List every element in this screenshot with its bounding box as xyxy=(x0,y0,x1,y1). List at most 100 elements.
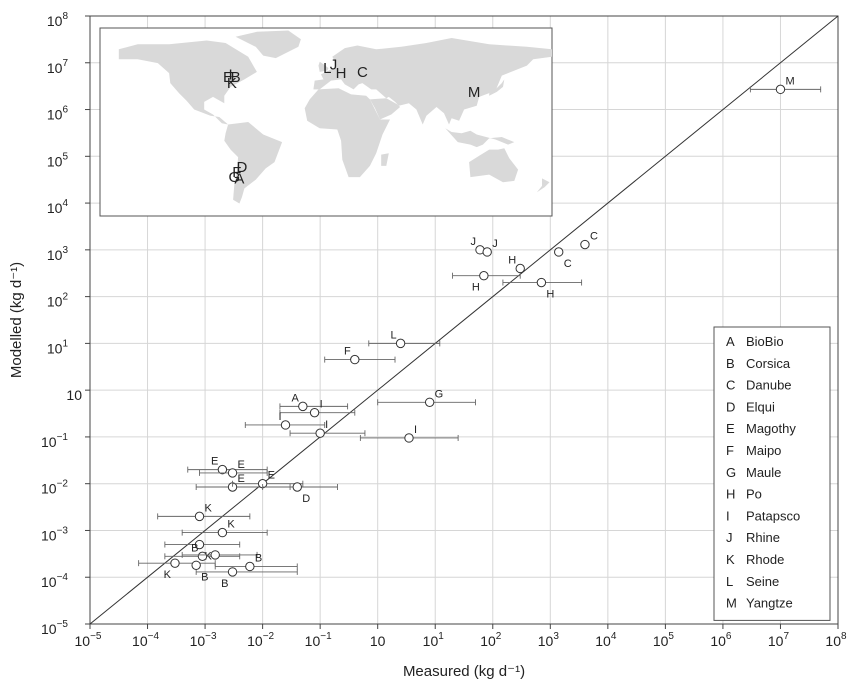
data-point-C xyxy=(580,239,590,250)
point-label: I xyxy=(278,411,281,423)
legend-code: B xyxy=(726,356,735,371)
data-point-I xyxy=(280,420,291,430)
x-tick-label: 104 xyxy=(595,631,617,649)
point-label: A xyxy=(291,392,299,404)
map-site-label: A xyxy=(234,170,244,187)
landmass-eurasia xyxy=(313,38,552,125)
y-tick-label: 10−2 xyxy=(41,479,68,497)
legend-name: Seine xyxy=(746,574,779,589)
x-tick-label: 101 xyxy=(423,631,445,649)
y-axis-title: Modelled (kg d⁻¹) xyxy=(8,262,25,378)
x-tick-label: 108 xyxy=(825,631,847,649)
y-tick-label: 107 xyxy=(47,58,69,76)
map-site-label: J xyxy=(330,56,338,73)
legend-name: Elqui xyxy=(746,399,775,414)
x-tick-label: 103 xyxy=(538,631,560,649)
point-label: B xyxy=(191,542,198,554)
point-label: H xyxy=(508,254,516,266)
data-point-L xyxy=(395,338,406,349)
map-site-label: H xyxy=(336,65,347,82)
data-point-H xyxy=(515,263,525,274)
y-tick-label: 108 xyxy=(47,11,69,29)
data-point-B xyxy=(197,551,208,562)
point-label: K xyxy=(205,502,213,514)
point-label: I xyxy=(320,399,323,411)
y-tick-label: 103 xyxy=(47,245,69,263)
data-point-B xyxy=(191,560,201,570)
map-site-label: L xyxy=(323,60,331,77)
point-label: B xyxy=(201,571,208,583)
data-point-E xyxy=(217,464,228,475)
landmass-japan xyxy=(489,79,505,96)
data-point-B xyxy=(245,561,255,572)
y-tick-label: 102 xyxy=(47,292,69,310)
map-site-label: M xyxy=(468,84,481,101)
data-point-K xyxy=(170,558,180,568)
x-tick-label: 10 xyxy=(370,633,386,649)
y-tick-label: 10−3 xyxy=(41,525,68,543)
legend-code: C xyxy=(726,378,735,393)
y-tick-label: 10 xyxy=(66,387,82,403)
point-label: G xyxy=(435,388,444,400)
map-site-label: C xyxy=(357,64,368,81)
legend-name: Danube xyxy=(746,378,792,393)
point-label: I xyxy=(414,424,417,436)
map-site-label: F xyxy=(232,164,241,181)
point-label: H xyxy=(546,289,554,301)
point-label: C xyxy=(564,258,572,270)
data-point-E xyxy=(227,468,238,478)
x-tick-label: 10−1 xyxy=(305,631,332,649)
map-site-label: E xyxy=(223,69,233,86)
x-axis-title: Measured (kg d⁻¹) xyxy=(403,663,525,680)
y-axis-ticks: 10−5 10−4 10−3 10−2 10−1 10 101 102 103 104 105 106… xyxy=(41,11,90,637)
landmass-indonesia xyxy=(445,128,515,148)
x-tick-label: 10−2 xyxy=(247,631,274,649)
one-to-one-line xyxy=(89,15,839,625)
landmass-australia xyxy=(469,148,519,183)
data-point-K xyxy=(217,527,228,538)
legend-name: BioBio xyxy=(746,334,784,349)
point-label: B xyxy=(221,578,228,590)
map-site-label: I xyxy=(228,66,232,83)
data-point-D xyxy=(292,482,302,492)
data-point-I xyxy=(315,428,325,438)
point-label: K xyxy=(164,569,172,581)
legend-name: Po xyxy=(746,487,762,502)
legend-name: Magothy xyxy=(746,421,796,436)
plot-frame xyxy=(89,15,839,625)
data-point-J xyxy=(482,247,492,257)
legend-code: E xyxy=(726,421,735,436)
x-tick-label: 10−3 xyxy=(190,631,217,649)
point-label: B xyxy=(255,552,262,564)
legend-code: H xyxy=(726,487,735,502)
data-point-B xyxy=(227,567,238,577)
legend-code: D xyxy=(726,399,735,414)
legend-code: G xyxy=(726,465,736,480)
data-point-B xyxy=(210,550,220,560)
data-point-F xyxy=(350,354,360,365)
data-point-K xyxy=(194,511,205,522)
x-tick-label: 10−5 xyxy=(75,631,102,649)
legend-code: A xyxy=(726,334,735,349)
legend-code: L xyxy=(726,574,733,589)
legend-code: F xyxy=(726,443,734,458)
point-label: K xyxy=(227,519,235,531)
x-axis-ticks: 10−5 10−4 10−3 10−2 10−1 10 101 102 103 104 105 106… xyxy=(75,624,847,649)
x-tick-label: 102 xyxy=(480,631,502,649)
legend-name: Rhode xyxy=(746,552,784,567)
x-tick-label: 10−4 xyxy=(132,631,159,649)
point-label: I xyxy=(325,419,328,431)
y-tick-label: 10−4 xyxy=(41,572,68,590)
legend-box xyxy=(713,326,831,621)
data-point-H xyxy=(536,277,547,288)
data-point-H xyxy=(479,271,489,281)
x-tick-label: 106 xyxy=(710,631,732,649)
landmass-africa xyxy=(304,88,390,178)
point-label: M xyxy=(785,75,794,87)
data-point-C xyxy=(554,247,564,257)
legend-name: Rhine xyxy=(746,530,780,545)
y-tick-label: 10−1 xyxy=(41,432,68,450)
